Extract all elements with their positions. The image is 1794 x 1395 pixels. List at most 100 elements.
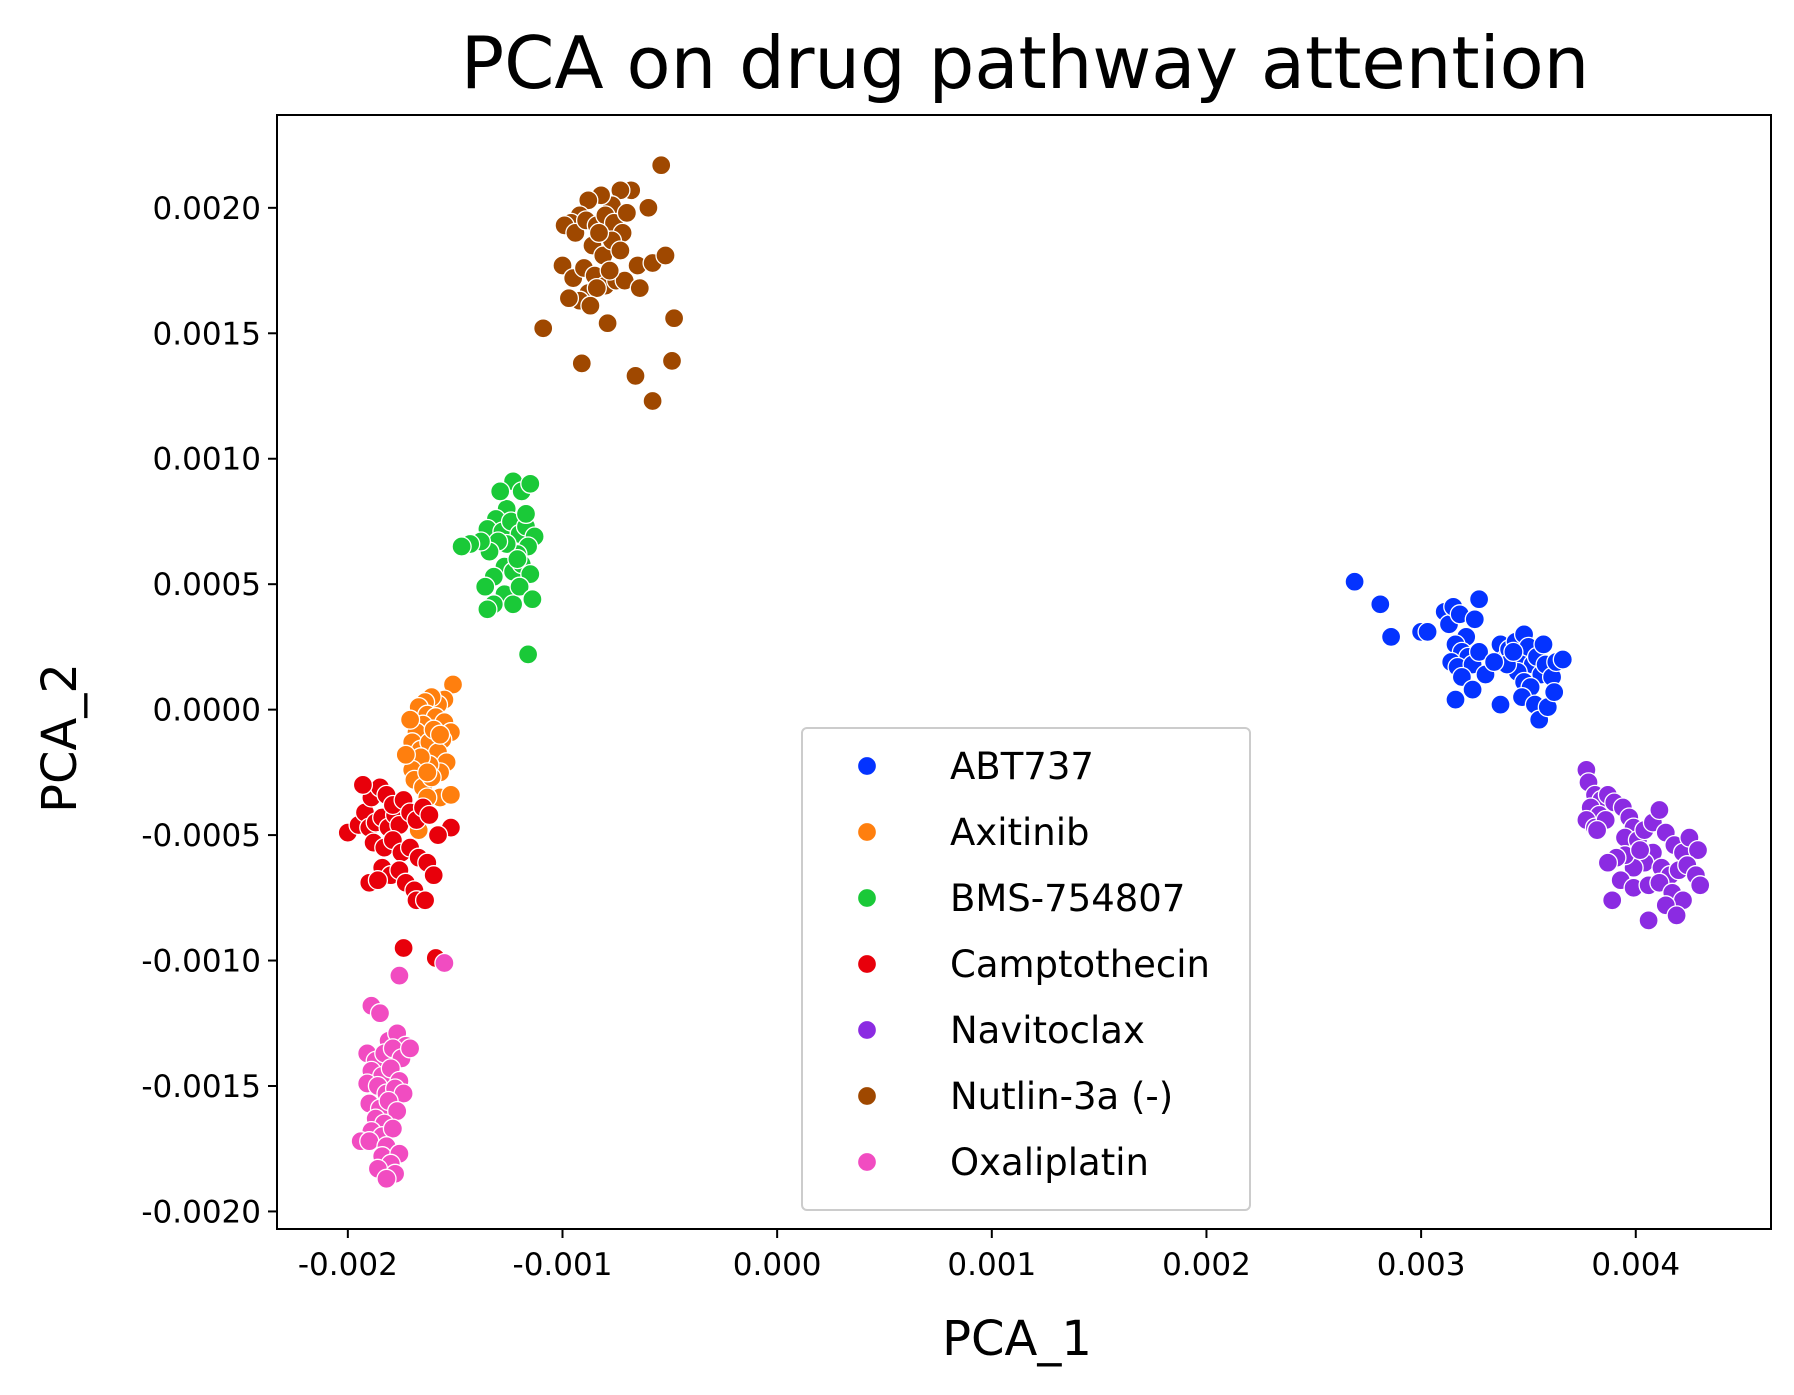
data-point bbox=[451, 536, 472, 557]
data-point bbox=[1533, 634, 1554, 655]
x-tick-label: 0.004 bbox=[1591, 1247, 1680, 1283]
series-bms-754807 bbox=[451, 471, 545, 665]
data-point bbox=[1468, 589, 1490, 610]
data-point bbox=[1629, 839, 1651, 861]
data-point bbox=[586, 277, 607, 299]
x-tick-label: 0.002 bbox=[1162, 1247, 1251, 1283]
data-point bbox=[427, 824, 449, 846]
data-point bbox=[419, 804, 440, 826]
data-point bbox=[507, 548, 528, 570]
data-point bbox=[399, 709, 421, 730]
data-point bbox=[580, 295, 601, 316]
series-abt737 bbox=[1344, 571, 1573, 730]
data-point bbox=[1483, 651, 1505, 673]
y-tick-label: 0.0015 bbox=[153, 316, 261, 352]
legend-marker bbox=[856, 887, 878, 909]
data-point bbox=[1462, 679, 1483, 700]
data-point bbox=[1649, 799, 1670, 821]
data-point bbox=[417, 762, 438, 783]
data-point bbox=[429, 724, 451, 745]
data-point bbox=[533, 318, 554, 339]
x-tick-label: 0.000 bbox=[733, 1247, 822, 1283]
legend-marker bbox=[856, 1151, 878, 1173]
legend-marker bbox=[856, 821, 878, 843]
y-tick-label: -0.0020 bbox=[141, 1194, 261, 1230]
y-tick-label: -0.0015 bbox=[141, 1069, 261, 1105]
y-tick-label: 0.0010 bbox=[153, 442, 261, 478]
series-camptothecin bbox=[337, 774, 462, 969]
y-tick-label: -0.0010 bbox=[141, 944, 261, 980]
x-tick-label: -0.002 bbox=[298, 1247, 398, 1283]
y-tick-label: 0.0000 bbox=[153, 693, 261, 729]
data-point bbox=[578, 190, 599, 211]
legend-marker bbox=[856, 1019, 878, 1041]
data-point bbox=[1417, 621, 1438, 643]
data-point bbox=[558, 288, 580, 309]
data-point bbox=[382, 1118, 404, 1139]
data-point bbox=[520, 473, 541, 494]
data-point bbox=[629, 277, 650, 299]
data-point bbox=[1380, 626, 1402, 648]
data-point bbox=[625, 365, 646, 387]
data-point bbox=[597, 313, 618, 334]
data-point bbox=[477, 599, 498, 620]
data-point bbox=[509, 576, 530, 597]
data-point bbox=[1445, 689, 1466, 710]
legend-label: Oxaliplatin bbox=[950, 1141, 1149, 1184]
legend-label: ABT737 bbox=[950, 745, 1094, 788]
data-point bbox=[522, 589, 543, 610]
plot-frame bbox=[276, 114, 1772, 1230]
chart-title: PCA on drug pathway attention bbox=[461, 21, 1590, 105]
data-point bbox=[1468, 641, 1490, 663]
legend-label: Camptothecin bbox=[950, 943, 1210, 986]
data-point bbox=[642, 390, 663, 412]
series-nutlin-3a bbox=[533, 155, 685, 412]
data-point bbox=[588, 222, 610, 244]
data-point bbox=[1552, 649, 1573, 670]
x-tick-label: 0.001 bbox=[947, 1247, 1036, 1283]
data-point bbox=[369, 1003, 391, 1024]
data-point bbox=[1602, 890, 1623, 911]
data-point bbox=[663, 308, 685, 329]
data-point bbox=[389, 965, 410, 986]
legend-label: Navitoclax bbox=[950, 1009, 1145, 1052]
x-tick-label: -0.001 bbox=[513, 1247, 613, 1283]
data-point bbox=[655, 245, 676, 266]
data-point bbox=[502, 594, 524, 615]
data-point bbox=[1344, 571, 1365, 592]
data-point bbox=[1370, 594, 1391, 615]
legend-marker bbox=[856, 755, 878, 777]
data-point bbox=[515, 503, 537, 525]
data-point bbox=[1597, 852, 1619, 873]
data-point bbox=[1690, 875, 1711, 896]
series-oxaliplatin bbox=[350, 952, 455, 1189]
data-point bbox=[399, 1038, 421, 1059]
data-point bbox=[1503, 641, 1524, 663]
legend-label: BMS-754807 bbox=[950, 877, 1185, 920]
data-point bbox=[1586, 819, 1608, 841]
data-point bbox=[475, 576, 496, 597]
data-point bbox=[376, 1168, 397, 1189]
y-tick-label: 0.0005 bbox=[153, 567, 261, 603]
legend-marker bbox=[856, 953, 878, 975]
data-point bbox=[1464, 609, 1485, 630]
data-point bbox=[1544, 681, 1565, 703]
data-point bbox=[434, 952, 455, 974]
data-point bbox=[517, 644, 539, 665]
legend-box bbox=[801, 727, 1251, 1211]
data-point bbox=[367, 870, 389, 891]
x-tick-label: 0.003 bbox=[1377, 1247, 1466, 1283]
data-point bbox=[571, 353, 592, 374]
legend-marker bbox=[856, 1085, 878, 1107]
data-point bbox=[442, 674, 464, 695]
data-point bbox=[1490, 694, 1511, 715]
data-point bbox=[490, 481, 511, 502]
y-tick-label: 0.0020 bbox=[153, 191, 261, 227]
data-points bbox=[337, 155, 1711, 1189]
data-point bbox=[599, 260, 620, 281]
legend: ABT737 Axitinib BMS-754807 Camptothecin Navi… bbox=[801, 727, 1251, 1211]
axis-ticks: -0.002 -0.001 0.000 0.001 0.002 0.003 0.004 0.0… bbox=[141, 191, 1680, 1283]
data-point bbox=[661, 350, 683, 372]
